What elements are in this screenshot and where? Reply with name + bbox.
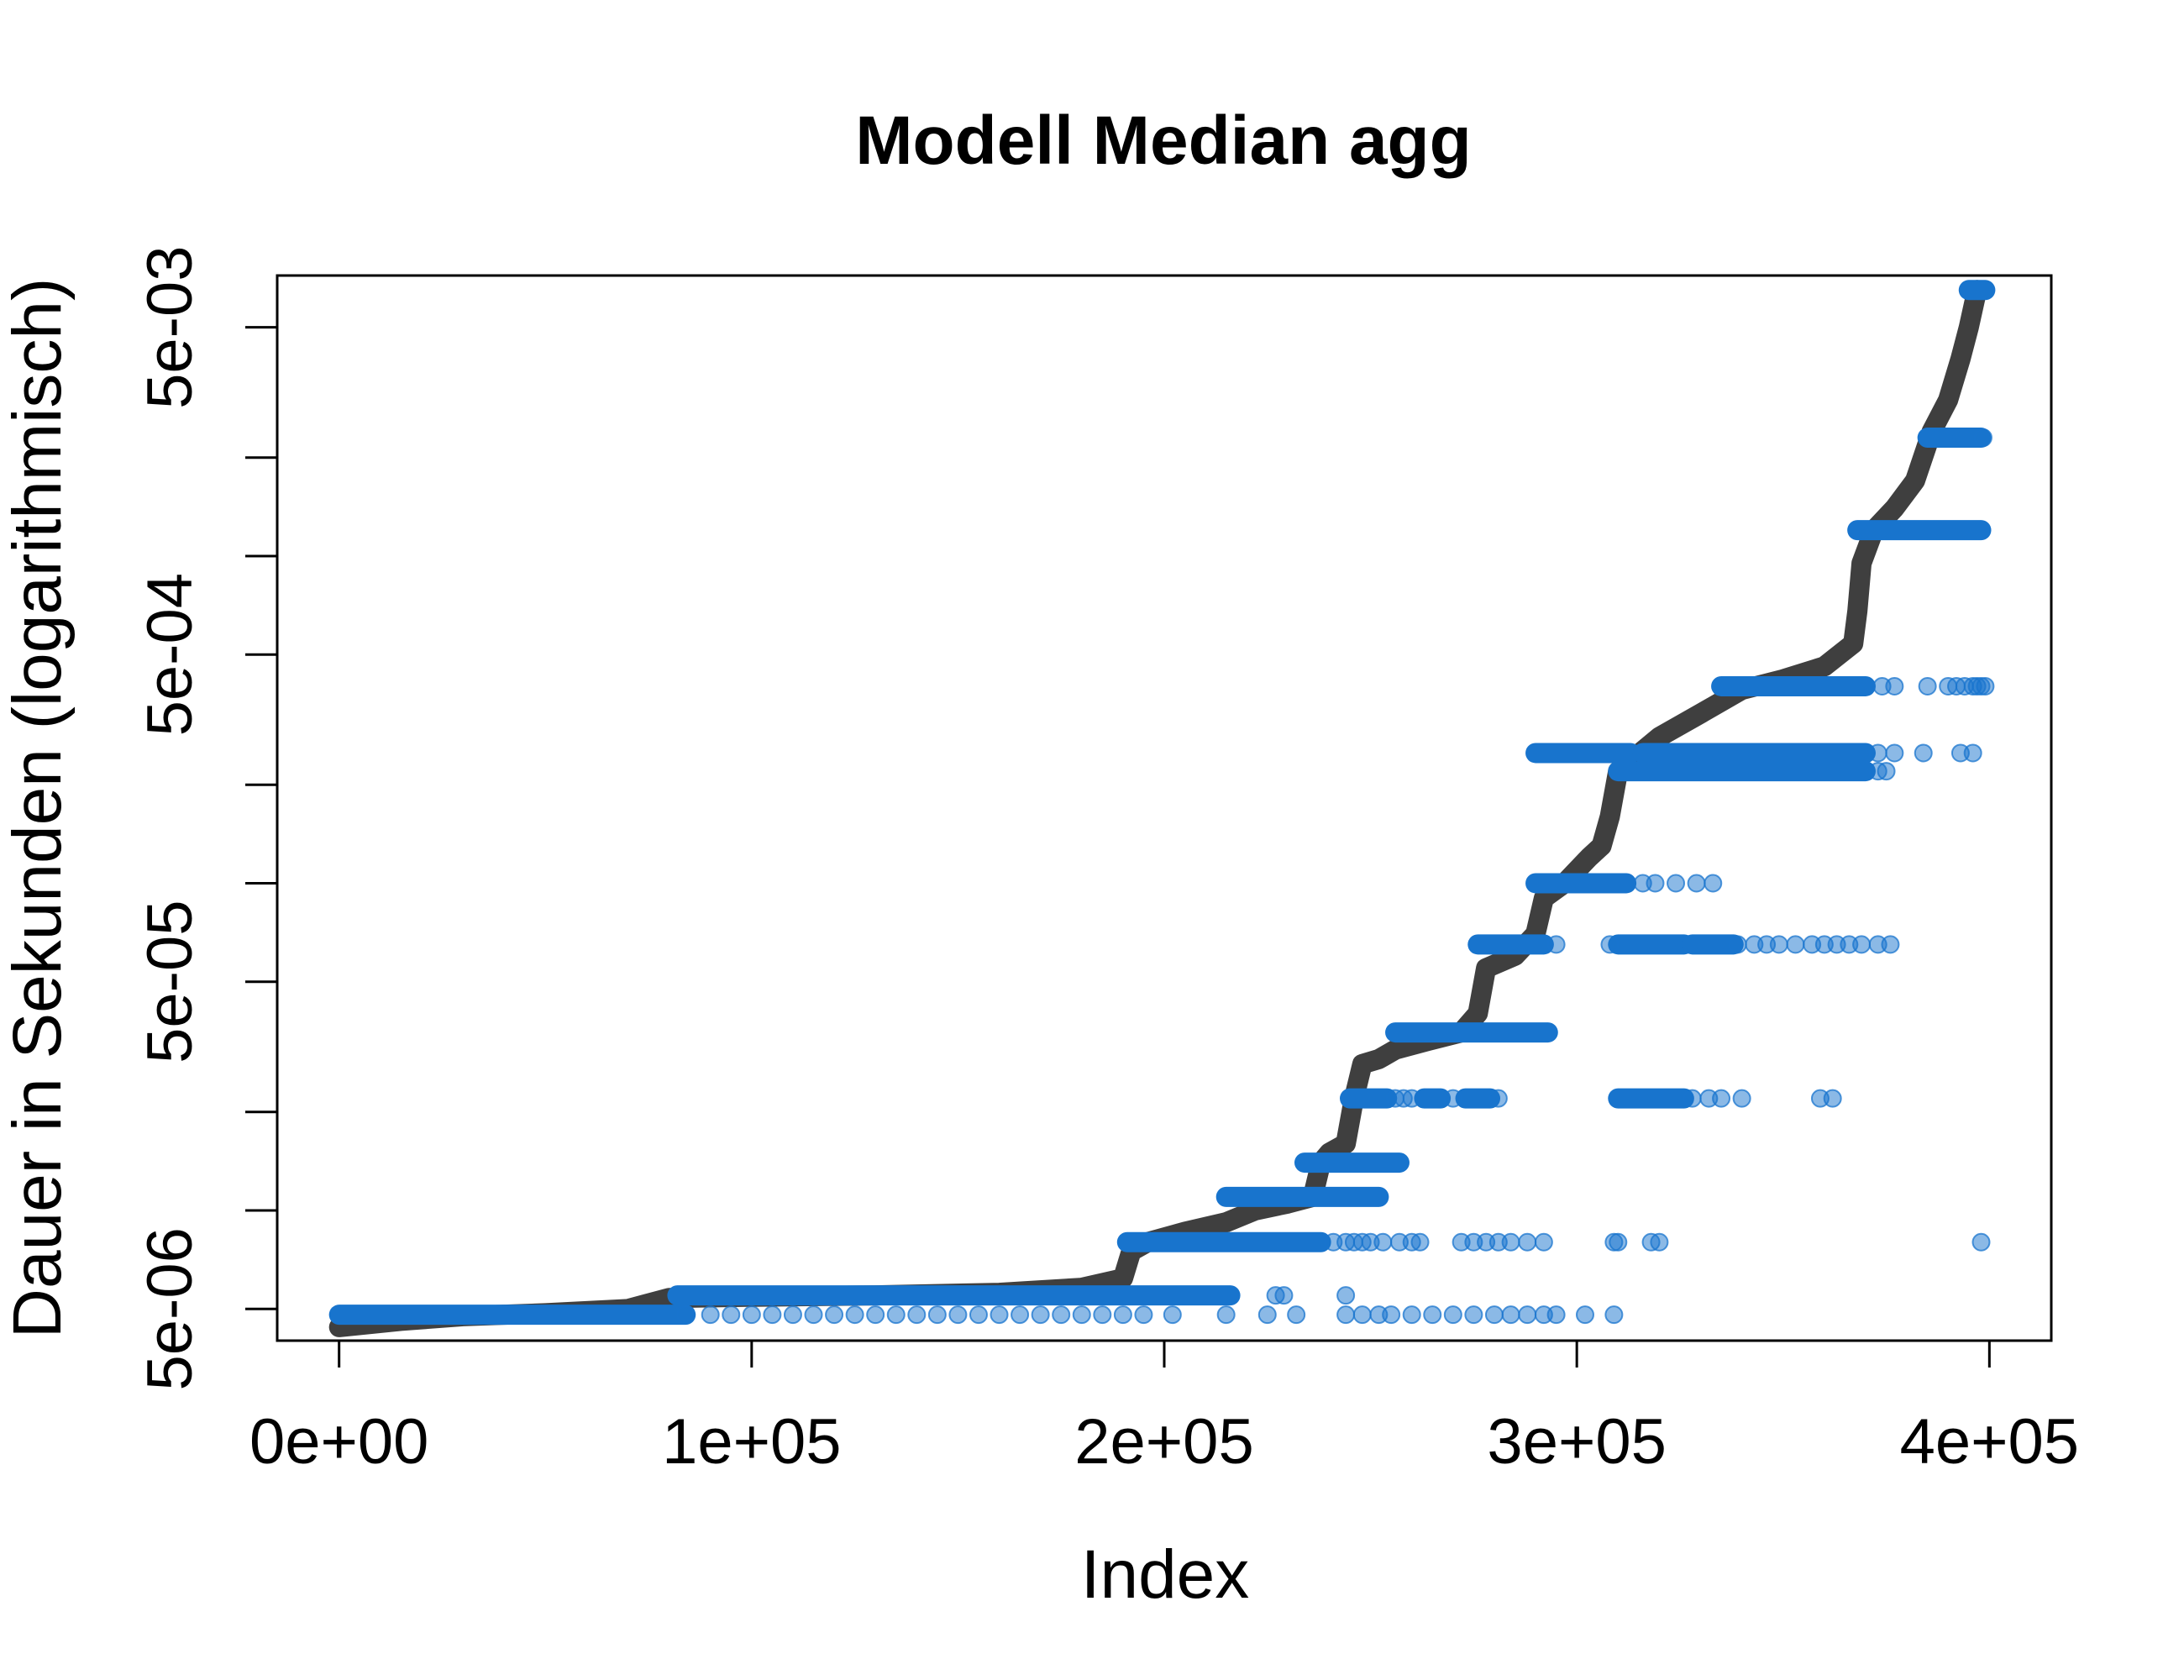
predicted-point <box>948 1305 968 1325</box>
predicted-point <box>1732 1089 1751 1108</box>
predicted-point <box>886 1305 906 1325</box>
predicted-point <box>1352 1305 1372 1325</box>
predicted-point <box>1382 1305 1401 1325</box>
predicted-point <box>907 1305 927 1325</box>
predicted-point <box>845 1305 864 1325</box>
predicted-point <box>1546 1305 1566 1325</box>
chart-title: Modell Median agg <box>855 102 1471 179</box>
predicted-point <box>1134 1305 1153 1325</box>
predicted-point <box>1604 1305 1624 1325</box>
predicted-point <box>1728 935 1747 954</box>
predicted-point <box>1687 874 1706 893</box>
predicted-point <box>969 1305 988 1325</box>
predicted-point <box>701 1305 720 1325</box>
predicted-point <box>783 1305 802 1325</box>
predicted-point <box>1575 1305 1594 1325</box>
y-tick-label: 5e-04 <box>134 573 206 736</box>
predicted-point <box>1667 874 1686 893</box>
predicted-point <box>1786 935 1805 954</box>
plot-area <box>328 280 1996 1337</box>
predicted-point <box>1257 1305 1277 1325</box>
predicted-point <box>927 1305 947 1325</box>
predicted-point <box>1600 935 1620 954</box>
predicted-point <box>1881 935 1900 954</box>
predicted-point <box>1885 676 1904 696</box>
x-tick-label: 0e+00 <box>249 1406 428 1478</box>
predicted-point <box>1443 1305 1462 1325</box>
plot-frame <box>276 274 2053 1342</box>
x-axis-label: Index <box>1081 1536 1250 1613</box>
predicted-series <box>328 280 1996 1326</box>
predicted-point <box>1488 1089 1508 1108</box>
predicted-point <box>825 1305 844 1325</box>
predicted-point <box>1609 1232 1628 1252</box>
predicted-point <box>1402 1089 1421 1108</box>
predicted-point <box>1501 1305 1520 1325</box>
predicted-point <box>866 1305 885 1325</box>
predicted-point <box>1650 1232 1669 1252</box>
predicted-point <box>1287 1305 1306 1325</box>
x-tick-label: 3e+05 <box>1487 1406 1666 1478</box>
predicted-point <box>1402 1305 1421 1325</box>
predicted-point <box>1976 676 1995 696</box>
predicted-point <box>1163 1305 1182 1325</box>
predicted-point <box>1877 762 1896 781</box>
predicted-point <box>1274 1286 1294 1305</box>
predicted-point <box>1113 1305 1132 1325</box>
predicted-point <box>1443 1089 1462 1108</box>
x-tick-label: 1e+05 <box>662 1406 841 1478</box>
predicted-point <box>1484 1305 1504 1325</box>
predicted-point <box>1423 1305 1442 1325</box>
predicted-point <box>1518 1232 1537 1252</box>
predicted-point <box>1464 1305 1483 1325</box>
predicted-point <box>1971 1232 1991 1252</box>
predicted-point <box>1914 743 1933 763</box>
predicted-point <box>1052 1305 1071 1325</box>
y-tick-label: 5e-03 <box>134 246 206 409</box>
predicted-point <box>1336 1305 1356 1325</box>
predicted-point <box>1216 1305 1236 1325</box>
predicted-point <box>1534 1232 1553 1252</box>
predicted-point <box>1072 1305 1091 1325</box>
y-tick-label: 5e-06 <box>134 1227 206 1390</box>
predicted-point <box>1868 743 1887 763</box>
predicted-point <box>1518 1305 1537 1325</box>
predicted-point <box>1683 1089 1702 1108</box>
predicted-point <box>676 1305 696 1325</box>
predicted-point <box>1852 935 1872 954</box>
predicted-point <box>1373 1232 1393 1252</box>
predicted-point <box>722 1305 741 1325</box>
predicted-point <box>1011 1305 1030 1325</box>
y-axis: 5e-06 5e-05 5e-04 5e-03 <box>134 246 277 1390</box>
x-tick-label: 2e+05 <box>1074 1406 1253 1478</box>
predicted-point <box>990 1305 1009 1325</box>
predicted-point <box>1769 935 1788 954</box>
predicted-point <box>1973 428 1992 448</box>
predicted-point <box>763 1305 782 1325</box>
x-axis: 0e+00 1e+05 2e+05 3e+05 4e+05 <box>249 1341 2079 1478</box>
predicted-point <box>1885 743 1904 763</box>
x-tick-label: 4e+05 <box>1900 1406 2079 1478</box>
predicted-point <box>742 1305 761 1325</box>
predicted-point <box>1410 1232 1430 1252</box>
predicted-point <box>1823 1089 1842 1108</box>
predicted-point <box>1031 1305 1050 1325</box>
predicted-point <box>1704 874 1723 893</box>
predicted-point <box>1918 676 1937 696</box>
predicted-point <box>1501 1232 1520 1252</box>
predicted-point <box>1546 935 1566 954</box>
actual-series-line <box>328 280 1987 1337</box>
predicted-point <box>1712 1089 1731 1108</box>
y-axis-label: Dauer in Sekunden (logarithmisch) <box>0 278 76 1339</box>
predicted-point <box>1646 874 1665 893</box>
predicted-point <box>1963 743 1982 763</box>
predicted-point <box>1336 1286 1356 1305</box>
predicted-point <box>1093 1305 1112 1325</box>
y-tick-label: 5e-05 <box>134 900 206 1063</box>
predicted-point <box>804 1305 823 1325</box>
